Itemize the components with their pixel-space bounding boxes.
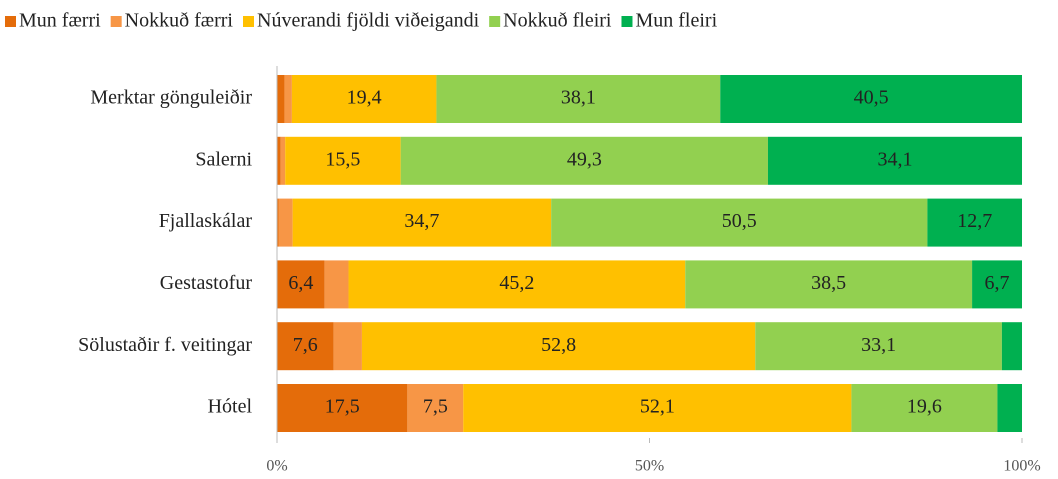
bar-segment: [277, 384, 408, 432]
category-label: Sölustaðir f. veitingar: [78, 334, 252, 356]
bar-segment: [277, 75, 285, 123]
legend-label: Nokkuð fleiri: [503, 10, 612, 32]
bar-segment: [277, 136, 281, 185]
legend-swatch: [110, 16, 122, 27]
bar-segment: [292, 198, 552, 247]
data-label: 40,5: [854, 87, 889, 109]
bar-segment: [333, 322, 362, 371]
bar-segment: [291, 75, 437, 123]
x-tick-label: 50%: [635, 458, 664, 475]
data-label: 19,6: [907, 396, 942, 418]
data-label: 15,5: [325, 148, 360, 170]
bar-segment: [436, 75, 721, 123]
category-label: Merktar gönguleiðir: [90, 87, 252, 109]
data-label: 38,1: [561, 87, 596, 109]
bar-segment: [278, 198, 293, 247]
bar-segment: [277, 198, 279, 247]
bar-segment: [280, 136, 286, 185]
bar-segment: [277, 260, 325, 309]
legend-label: Núverandi fjöldi viðeigandi: [257, 10, 480, 32]
data-label: 52,1: [640, 396, 675, 418]
legend-swatch: [489, 16, 501, 27]
data-label: 17,5: [325, 396, 360, 418]
data-label: 7,5: [423, 396, 448, 418]
data-label: 52,8: [541, 334, 576, 356]
bar-segment: [324, 260, 349, 309]
bar-segment: [407, 384, 464, 432]
data-label: 33,1: [861, 334, 896, 356]
data-label: 6,4: [288, 272, 313, 294]
x-tick-label: 0%: [266, 458, 287, 475]
data-label: 34,1: [877, 148, 912, 170]
data-label: 45,2: [499, 272, 534, 294]
legend-label: Mun færri: [19, 10, 101, 32]
bar-segment: [463, 384, 852, 432]
bar-segment: [348, 260, 686, 309]
data-label: 38,5: [811, 272, 846, 294]
legend-label: Mun fleiri: [635, 10, 717, 32]
bar-segment: [400, 136, 768, 185]
bar-segment: [551, 198, 928, 247]
bar-segment: [1001, 322, 1022, 371]
bar-segment: [767, 136, 1022, 185]
data-label: 19,4: [347, 87, 382, 109]
data-label: 7,6: [293, 334, 318, 356]
bar-segment: [972, 260, 1022, 309]
category-label: Gestastofur: [160, 272, 253, 294]
bar-segment: [927, 198, 1022, 247]
data-label: 34,7: [404, 210, 439, 232]
data-label: 6,7: [985, 272, 1010, 294]
category-label: Salerni: [195, 148, 252, 170]
legend-swatch: [243, 16, 254, 27]
legend-label: Nokkuð færri: [125, 10, 234, 32]
legend-swatch: [621, 16, 633, 27]
category-label: Fjallaskálar: [159, 210, 253, 232]
data-label: 49,3: [567, 148, 602, 170]
data-label: 50,5: [722, 210, 757, 232]
x-tick-label: 100%: [1003, 458, 1040, 475]
bar-segment: [361, 322, 756, 371]
bar-segment: [284, 75, 292, 123]
bar-segment: [997, 384, 1022, 432]
category-label: Hótel: [208, 396, 253, 418]
bar-segment: [755, 322, 1002, 371]
bar-segment: [277, 322, 334, 371]
bar-segment: [685, 260, 973, 309]
bar-segment: [851, 384, 998, 432]
bar-segment: [720, 75, 1022, 123]
legend-swatch: [5, 16, 16, 27]
data-label: 12,7: [957, 210, 992, 232]
bar-segment: [285, 136, 401, 185]
